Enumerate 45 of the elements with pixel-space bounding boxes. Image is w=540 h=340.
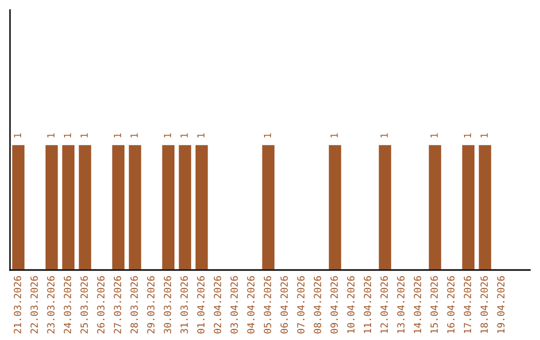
data-label: 1 xyxy=(464,133,472,138)
x-tick-label: 13.04.2026 xyxy=(397,276,405,333)
x-tick-label: 07.04.2026 xyxy=(297,276,305,334)
x-tick-label: 21.03.2026 xyxy=(14,276,22,334)
x-tick-label: 01.04.2026 xyxy=(197,276,205,334)
x-tick-label: 28.03.2026 xyxy=(130,276,138,334)
data-label: 1 xyxy=(330,133,338,138)
x-tick-label: 26.03.2026 xyxy=(97,276,105,334)
x-tick-label: 24.03.2026 xyxy=(64,276,72,334)
x-tick-label: 03.04.2026 xyxy=(230,276,238,334)
x-tick-label: 17.04.2026 xyxy=(464,276,472,333)
x-tick-label: 22.03.2026 xyxy=(30,276,38,334)
x-tick-label: 16.04.2026 xyxy=(447,276,455,333)
data-label: 1 xyxy=(14,133,22,138)
x-tick-label: 29.03.2026 xyxy=(147,276,155,334)
data-label: 1 xyxy=(380,133,388,138)
x-tick-label: 15.04.2026 xyxy=(430,276,438,333)
x-tick-label: 27.03.2026 xyxy=(114,276,122,334)
data-label: 1 xyxy=(264,133,272,138)
data-label: 1 xyxy=(180,133,188,138)
data-label: 1 xyxy=(47,133,54,138)
data-label: 1 xyxy=(197,133,204,138)
data-label: 1 xyxy=(480,133,488,138)
x-tick-label: 05.04.2026 xyxy=(264,276,272,334)
x-tick-label: 04.04.2026 xyxy=(247,276,255,334)
data-label: 1 xyxy=(64,133,72,138)
x-tick-label: 25.03.2026 xyxy=(80,276,88,334)
data-label: 1 xyxy=(430,133,438,138)
x-tick-label: 31.03.2026 xyxy=(180,276,188,334)
x-tick-label: 30.03.2026 xyxy=(164,276,172,334)
x-tick-label: 12.04.2026 xyxy=(380,276,388,333)
x-tick-label: 19.04.2026 xyxy=(497,276,505,333)
x-tick-label: 23.03.2026 xyxy=(47,276,55,334)
x-tick-label: 09.04.2026 xyxy=(330,276,338,334)
x-tick-label: 10.04.2026 xyxy=(347,276,355,333)
x-tick-label: 18.04.2026 xyxy=(480,276,488,333)
x-tick-label: 08.04.2026 xyxy=(314,276,322,334)
data-label: 1 xyxy=(114,133,122,138)
x-tick-label: 06.04.2026 xyxy=(280,276,288,334)
x-tick-label: 11.04.2026 xyxy=(364,276,372,333)
x-tick-label: 14.04.2026 xyxy=(414,276,422,333)
data-label: 1 xyxy=(80,133,88,138)
data-label: 1 xyxy=(130,133,138,138)
data-label: 1 xyxy=(164,133,172,138)
x-tick-label: 02.04.2026 xyxy=(214,276,222,334)
